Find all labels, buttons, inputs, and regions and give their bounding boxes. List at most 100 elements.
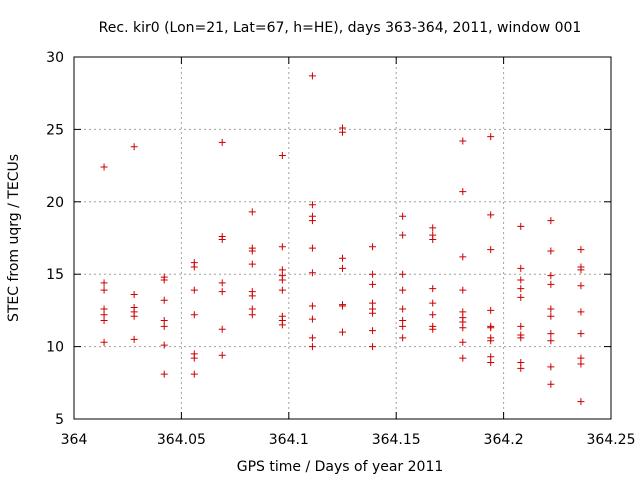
y-axis-label: STEC from uqrg / TECUs [6, 154, 22, 322]
data-point [547, 380, 555, 388]
data-point [190, 370, 198, 378]
y-tick-label: 30 [46, 50, 64, 66]
data-point [577, 398, 585, 406]
data-point [487, 246, 495, 254]
data-point [399, 212, 407, 220]
y-tick-label: 20 [46, 195, 64, 211]
data-point [547, 280, 555, 288]
data-point [130, 143, 138, 151]
data-point [369, 309, 377, 317]
data-point [459, 338, 467, 346]
data-point [517, 264, 525, 272]
data-point [459, 286, 467, 294]
data-point [429, 299, 437, 307]
data-point [459, 137, 467, 145]
data-point [190, 263, 198, 271]
data-point [459, 324, 467, 332]
data-point [487, 306, 495, 314]
data-point [517, 222, 525, 230]
data-point [517, 364, 525, 372]
data-point [218, 279, 226, 287]
data-point [218, 138, 226, 146]
data-point [190, 354, 198, 362]
data-point [547, 247, 555, 255]
data-point [399, 231, 407, 239]
x-tick-label: 364.2 [484, 432, 524, 448]
data-point [547, 312, 555, 320]
data-point [429, 311, 437, 319]
data-point [308, 72, 316, 80]
data-point [190, 286, 198, 294]
data-point [100, 163, 108, 171]
data-point [248, 292, 256, 300]
data-point [547, 337, 555, 345]
data-point [278, 276, 286, 284]
data-point [399, 305, 407, 313]
data-point [339, 128, 346, 136]
data-point [218, 288, 226, 296]
data-point [547, 305, 555, 313]
x-axis-label: GPS time / Days of year 2011 [237, 459, 444, 475]
data-point [278, 321, 286, 329]
x-tick-label: 364 [61, 432, 88, 448]
data-point [429, 224, 437, 232]
data-point [487, 133, 495, 141]
plot-frame [73, 56, 612, 420]
data-point [278, 243, 286, 251]
data-point [160, 276, 168, 284]
chart-title: Rec. kir0 (Lon=21, Lat=67, h=HE), days 3… [99, 20, 582, 36]
data-point [218, 351, 226, 359]
data-point [487, 324, 495, 332]
data-points [100, 72, 585, 406]
data-point [308, 315, 316, 323]
data-point [339, 328, 346, 336]
data-point [459, 354, 467, 362]
data-point [160, 322, 168, 330]
data-point [577, 246, 585, 254]
data-point [547, 272, 555, 280]
data-point [399, 334, 407, 342]
data-point [369, 280, 377, 288]
data-point [308, 201, 316, 209]
data-point [100, 317, 108, 325]
data-point [547, 363, 555, 371]
data-point [308, 269, 316, 277]
x-tick-labels: 364 364.05 364.1 364.15 364.2 364.25 [61, 432, 636, 448]
data-point [577, 330, 585, 338]
data-point [369, 343, 377, 351]
data-point [459, 253, 467, 261]
data-point [517, 285, 525, 293]
x-tick-label: 364.15 [372, 432, 421, 448]
data-point [248, 208, 256, 216]
x-tick-label: 364.1 [269, 432, 309, 448]
data-point [517, 276, 525, 284]
data-point [339, 264, 346, 272]
data-point [517, 293, 525, 301]
data-point [130, 335, 138, 343]
x-tick-label: 364.05 [157, 432, 206, 448]
data-point [517, 322, 525, 330]
data-point [487, 359, 495, 367]
data-point [429, 285, 437, 293]
y-tick-label: 25 [46, 122, 64, 138]
data-point [487, 211, 495, 219]
data-point [369, 243, 377, 251]
data-point [399, 286, 407, 294]
data-point [130, 290, 138, 298]
data-point [278, 151, 286, 159]
data-point [399, 322, 407, 330]
data-point [218, 235, 226, 243]
data-point [399, 270, 407, 278]
data-point [100, 286, 108, 294]
data-point [190, 311, 198, 319]
data-point [100, 279, 108, 287]
data-point [160, 296, 168, 304]
data-point [248, 260, 256, 268]
data-point [308, 334, 316, 342]
data-point [339, 254, 346, 262]
data-point [278, 286, 286, 294]
data-point [308, 302, 316, 310]
data-point [547, 217, 555, 225]
data-point [308, 244, 316, 252]
data-point [130, 312, 138, 320]
